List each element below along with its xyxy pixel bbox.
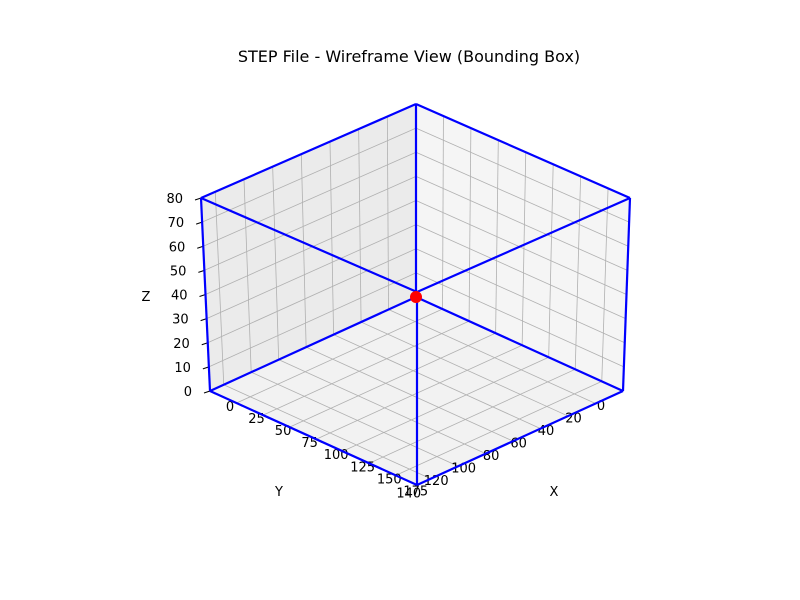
bounding-box-edge	[416, 196, 631, 294]
bounding-box-edge	[209, 389, 418, 487]
x-axis-label: X	[550, 485, 559, 500]
grid-line	[415, 224, 626, 319]
bounding-box-edge	[200, 102, 417, 200]
grid-line	[415, 151, 629, 247]
bounding-box-edge	[199, 197, 212, 392]
grid-line	[236, 308, 443, 404]
z-tick-label: 70	[168, 216, 185, 231]
bounding-box-edge	[416, 389, 624, 487]
grid-line	[360, 321, 569, 417]
z-tick-label: 50	[170, 264, 187, 279]
grid-line	[208, 272, 417, 368]
grid-line	[206, 224, 417, 319]
grid-line	[415, 200, 627, 295]
z-tick-label: 10	[174, 361, 191, 376]
grid-line	[369, 368, 576, 464]
y-axis-label: Y	[274, 485, 283, 500]
chart-title: STEP File - Wireframe View (Bounding Box…	[237, 47, 581, 66]
grid-line	[207, 248, 417, 344]
grid-line	[342, 356, 549, 452]
grid-line	[305, 346, 514, 442]
grid-line	[415, 176, 628, 271]
grid-line	[415, 248, 625, 344]
z-tick-label: 20	[173, 337, 190, 352]
bounding-box-edge	[209, 295, 417, 393]
grid-line	[205, 200, 417, 295]
grid-line	[289, 332, 496, 428]
grid-line	[388, 309, 596, 404]
grid-line	[315, 344, 523, 440]
y-tick-label: 0	[597, 399, 605, 414]
z-tick	[203, 390, 211, 394]
grid-line	[204, 176, 417, 271]
x-tick-label: 0	[226, 400, 234, 415]
x-tick-label: 25	[248, 412, 265, 427]
grid-line	[333, 334, 541, 429]
grid-line	[415, 127, 630, 223]
grid-line	[223, 384, 431, 480]
x-tick-label: 150	[377, 472, 402, 487]
z-tick-label: 80	[166, 192, 183, 207]
bounding-box-edge	[621, 197, 632, 392]
grid-line	[203, 151, 417, 247]
bounding-box-edge	[415, 295, 624, 393]
x-tick-label: 75	[301, 436, 318, 451]
origin-marker	[410, 291, 422, 303]
grid-line	[278, 359, 486, 455]
grid-line	[251, 371, 459, 467]
z-tick-label: 30	[172, 313, 189, 328]
z-tick-label: 60	[169, 240, 186, 255]
grid-line	[201, 127, 417, 223]
x-tick-label: 125	[350, 460, 375, 475]
grid-line	[395, 380, 602, 476]
x-tick-label: 100	[324, 448, 349, 463]
z-axis-label: Z	[142, 290, 151, 305]
bounding-box-edge	[200, 196, 418, 294]
grid-line	[262, 320, 470, 416]
z-tick-label: 40	[171, 289, 188, 304]
z-tick-label: 0	[184, 385, 192, 400]
x-tick-label: 175	[403, 484, 428, 499]
y-tick-label: 140	[396, 487, 421, 502]
x-tick-label: 50	[275, 424, 292, 439]
grid-line	[415, 272, 625, 368]
bounding-box-edge	[415, 102, 631, 200]
